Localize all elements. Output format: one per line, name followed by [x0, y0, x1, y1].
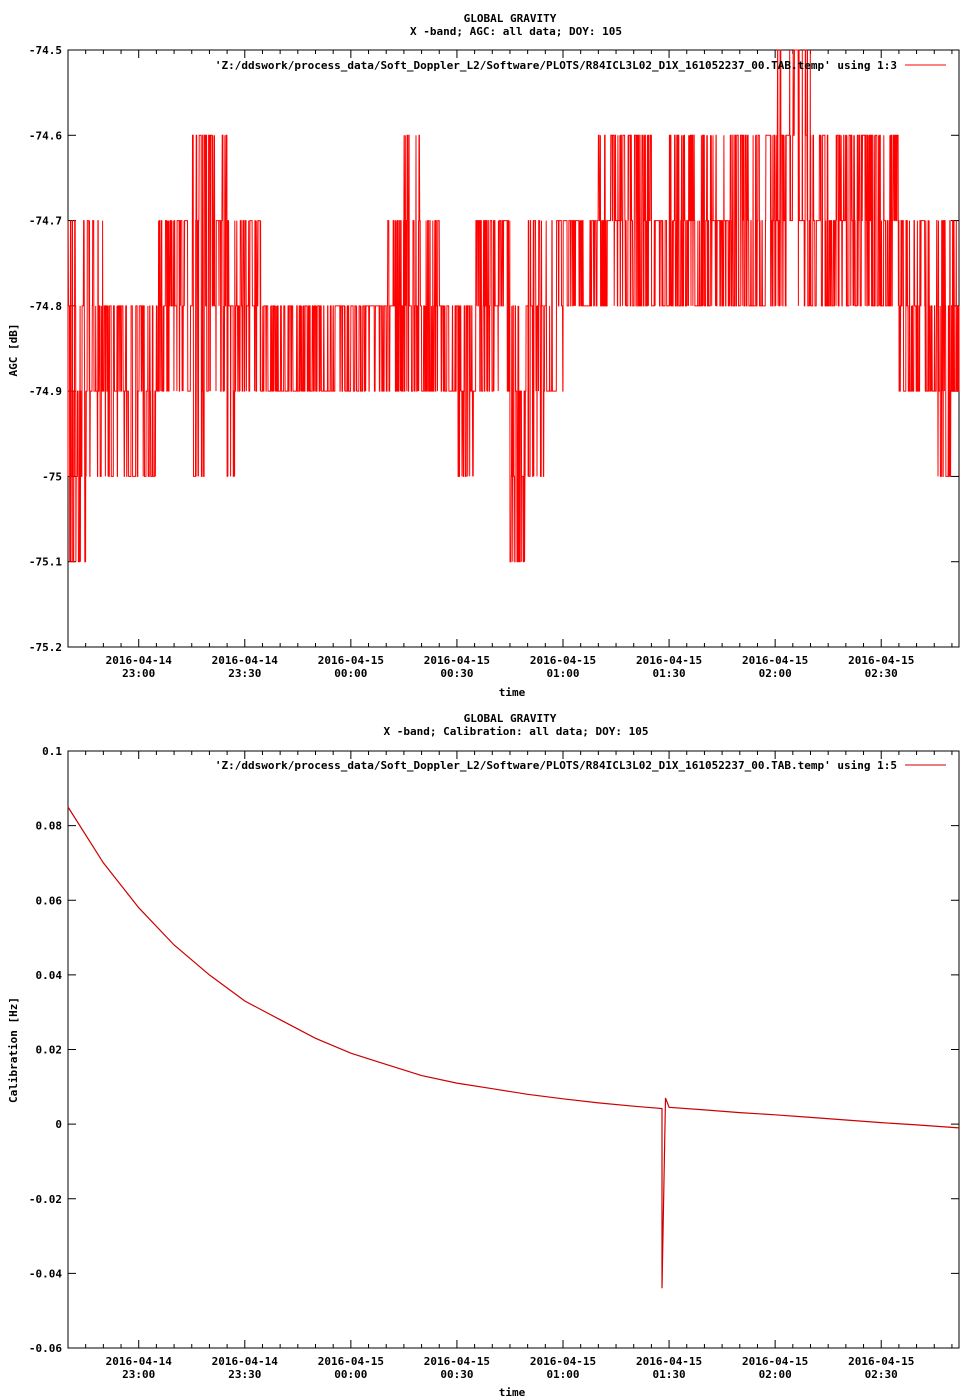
- x-tick-date-label: 2016-04-15: [318, 654, 384, 667]
- y-tick-label: 0: [55, 1118, 62, 1131]
- agc-x-axis-label: time: [499, 686, 526, 699]
- y-tick-label: -0.02: [29, 1193, 62, 1206]
- y-tick-label: 0.04: [36, 969, 63, 982]
- x-tick-date-label: 2016-04-15: [424, 1355, 490, 1368]
- calibration-data-series: [67, 806, 960, 1289]
- x-tick-date-label: 2016-04-15: [318, 1355, 384, 1368]
- x-tick-date-label: 2016-04-15: [848, 1355, 914, 1368]
- x-tick-date-label: 2016-04-14: [106, 654, 173, 667]
- y-tick-label: 0.06: [36, 894, 63, 907]
- calibration-x-axis: 2016-04-1423:002016-04-1423:302016-04-15…: [67, 751, 953, 1381]
- x-tick-date-label: 2016-04-15: [424, 654, 490, 667]
- calibration-x-axis-label: time: [499, 1386, 526, 1399]
- x-tick-date-label: 2016-04-14: [106, 1355, 173, 1368]
- x-tick-time-label: 23:00: [122, 667, 155, 680]
- agc-data-series: [67, 49, 960, 563]
- x-tick-date-label: 2016-04-15: [742, 1355, 808, 1368]
- calibration-y-axis: 0.1 0.08 0.06 0.04 0.02 0 -0.02 -0.04 -0.06: [29, 745, 959, 1355]
- y-tick-label: -75.2: [29, 641, 62, 654]
- agc-chart-subtitle: X -band; AGC: all data; DOY: 105: [410, 25, 622, 38]
- y-tick-label: -0.04: [29, 1267, 62, 1280]
- x-tick-time-label: 01:30: [653, 1368, 686, 1381]
- agc-y-axis-label: AGC [dB]: [7, 324, 20, 377]
- x-tick-date-label: 2016-04-15: [636, 1355, 702, 1368]
- x-tick-time-label: 00:30: [440, 1368, 473, 1381]
- y-tick-label: -74.7: [29, 215, 62, 228]
- y-tick-label: 0.1: [42, 745, 62, 758]
- x-tick-time-label: 23:30: [228, 667, 261, 680]
- x-tick-date-label: 2016-04-14: [212, 654, 279, 667]
- y-tick-label: -74.8: [29, 300, 62, 313]
- y-tick-label: 0.08: [36, 820, 63, 833]
- y-tick-label: -75.1: [29, 556, 62, 569]
- agc-chart-title: GLOBAL GRAVITY: [464, 12, 557, 25]
- calibration-chart-subtitle: X -band; Calibration: all data; DOY: 105: [384, 725, 649, 738]
- agc-series-line: [67, 49, 960, 563]
- x-tick-date-label: 2016-04-14: [212, 1355, 279, 1368]
- calibration-plot-frame: [67, 750, 960, 1349]
- x-tick-time-label: 01:30: [653, 667, 686, 680]
- y-tick-label: -74.9: [29, 385, 62, 398]
- x-tick-time-label: 02:00: [759, 667, 792, 680]
- x-tick-time-label: 00:00: [334, 667, 367, 680]
- x-tick-date-label: 2016-04-15: [530, 654, 596, 667]
- agc-legend-label: 'Z:/ddswork/process_data/Soft_Doppler_L2…: [215, 59, 897, 72]
- calibration-y-axis-label: Calibration [Hz]: [7, 997, 20, 1103]
- x-tick-date-label: 2016-04-15: [636, 654, 702, 667]
- y-tick-label: 0.02: [36, 1044, 63, 1057]
- y-tick-label: -74.6: [29, 129, 62, 142]
- x-tick-date-label: 2016-04-15: [742, 654, 808, 667]
- calibration-chart-title: GLOBAL GRAVITY: [464, 712, 557, 725]
- calibration-legend-label: 'Z:/ddswork/process_data/Soft_Doppler_L2…: [215, 759, 897, 772]
- y-tick-label: -75: [42, 470, 62, 483]
- agc-chart: GLOBAL GRAVITY X -band; AGC: all data; D…: [7, 12, 960, 699]
- x-tick-time-label: 00:00: [334, 1368, 367, 1381]
- x-tick-date-label: 2016-04-15: [530, 1355, 596, 1368]
- x-tick-time-label: 01:00: [546, 667, 579, 680]
- x-tick-time-label: 01:00: [546, 1368, 579, 1381]
- agc-x-axis: 2016-04-1423:002016-04-1423:302016-04-15…: [67, 50, 953, 680]
- x-tick-time-label: 02:30: [865, 1368, 898, 1381]
- x-tick-time-label: 00:30: [440, 667, 473, 680]
- x-tick-date-label: 2016-04-15: [848, 654, 914, 667]
- calibration-series-line: [67, 806, 960, 1289]
- x-tick-time-label: 02:30: [865, 667, 898, 680]
- calibration-chart: GLOBAL GRAVITY X -band; Calibration: all…: [7, 712, 960, 1399]
- x-tick-time-label: 23:00: [122, 1368, 155, 1381]
- y-tick-label: -0.06: [29, 1342, 62, 1355]
- x-tick-time-label: 23:30: [228, 1368, 261, 1381]
- y-tick-label: -74.5: [29, 44, 62, 57]
- x-tick-time-label: 02:00: [759, 1368, 792, 1381]
